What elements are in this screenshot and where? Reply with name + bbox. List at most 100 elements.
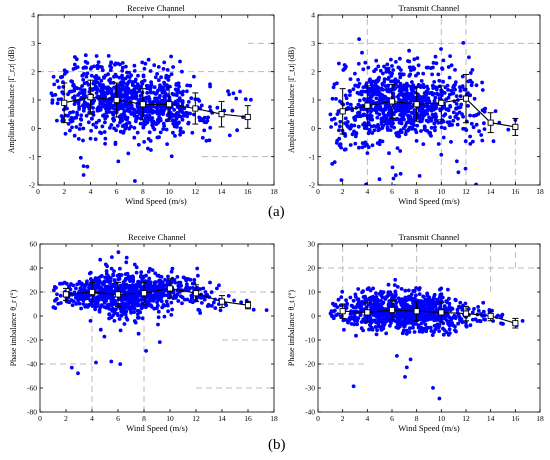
- data-point: [156, 309, 161, 314]
- data-point: [404, 98, 409, 103]
- data-point: [431, 107, 436, 112]
- x-tick-label: 8: [141, 187, 145, 196]
- data-point: [142, 78, 147, 83]
- data-point: [111, 283, 116, 288]
- x-tick-label: 16: [512, 187, 520, 196]
- data-point: [395, 285, 400, 289]
- data-point: [146, 95, 151, 99]
- data-point: [410, 314, 414, 319]
- data-point: [388, 323, 392, 328]
- data-point: [390, 165, 395, 170]
- data-point: [141, 275, 146, 279]
- data-point: [99, 83, 103, 87]
- x-tick-label: 4: [365, 414, 369, 423]
- data-point: [471, 125, 476, 130]
- data-point: [159, 98, 164, 103]
- data-point: [404, 320, 409, 325]
- data-point: [136, 331, 141, 336]
- data-point: [124, 286, 128, 290]
- mean-marker: [139, 101, 146, 108]
- data-point: [381, 111, 386, 116]
- data-point: [57, 85, 61, 90]
- data-point: [437, 323, 442, 327]
- data-point: [376, 298, 380, 302]
- data-point: [161, 290, 166, 295]
- data-point: [384, 69, 389, 74]
- data-point: [70, 303, 75, 308]
- data-point: [161, 110, 166, 115]
- data-point: [407, 120, 412, 125]
- data-point: [163, 91, 168, 96]
- data-point: [131, 287, 136, 291]
- data-point: [75, 282, 79, 287]
- data-point: [96, 60, 101, 64]
- data-point: [335, 112, 340, 116]
- data-point: [177, 84, 181, 89]
- y-tick-label: -20: [27, 336, 37, 345]
- data-point: [111, 306, 115, 311]
- x-tick-label: 10: [438, 414, 446, 423]
- data-point: [71, 67, 76, 71]
- data-point: [111, 80, 116, 85]
- data-point: [339, 295, 344, 299]
- data-point: [124, 315, 129, 320]
- data-point: [125, 70, 129, 75]
- data-point: [455, 159, 459, 164]
- data-point: [196, 286, 200, 291]
- data-point: [185, 83, 190, 88]
- data-point: [134, 117, 139, 121]
- mean-marker: [192, 105, 199, 112]
- data-point: [433, 305, 438, 309]
- data-point: [468, 323, 473, 328]
- data-point: [153, 75, 158, 80]
- data-point: [108, 80, 113, 85]
- data-point: [349, 124, 354, 129]
- data-point: [125, 82, 129, 87]
- data-point: [446, 333, 451, 337]
- data-point: [468, 71, 473, 75]
- data-point: [109, 123, 114, 127]
- chart-title: Receive Channel: [128, 232, 186, 242]
- data-point: [156, 273, 161, 278]
- data-point: [118, 90, 123, 94]
- data-point: [249, 97, 253, 102]
- data-point: [147, 276, 152, 281]
- data-point: [338, 314, 343, 319]
- data-point: [170, 307, 175, 312]
- data-point: [391, 112, 396, 116]
- data-point: [426, 87, 430, 91]
- data-point: [79, 113, 84, 118]
- data-point: [116, 61, 120, 66]
- data-point: [138, 121, 143, 126]
- data-point: [391, 176, 396, 181]
- data-point: [403, 124, 408, 128]
- data-point: [133, 303, 138, 307]
- data-point: [479, 133, 484, 137]
- data-point: [330, 162, 335, 166]
- mean-marker: [487, 119, 494, 126]
- data-point: [336, 297, 341, 302]
- data-point: [95, 108, 100, 113]
- data-point: [461, 126, 465, 131]
- data-point: [178, 132, 183, 137]
- data-point: [122, 308, 127, 313]
- data-point: [124, 122, 129, 126]
- data-point: [93, 137, 98, 142]
- data-point: [178, 280, 183, 285]
- data-point: [341, 68, 346, 72]
- data-point: [78, 155, 83, 160]
- data-point: [234, 96, 239, 101]
- mean-marker: [364, 102, 371, 109]
- data-point: [417, 299, 422, 304]
- data-point: [434, 318, 439, 322]
- data-point: [99, 274, 104, 278]
- data-point: [120, 82, 125, 87]
- data-point: [135, 130, 140, 135]
- data-point: [439, 292, 444, 297]
- plot-area: [38, 42, 274, 183]
- data-point: [372, 318, 377, 323]
- x-tick-label: 6: [390, 187, 394, 196]
- y-tick-label: -1: [309, 152, 315, 161]
- data-point: [407, 65, 412, 70]
- data-point: [376, 324, 381, 329]
